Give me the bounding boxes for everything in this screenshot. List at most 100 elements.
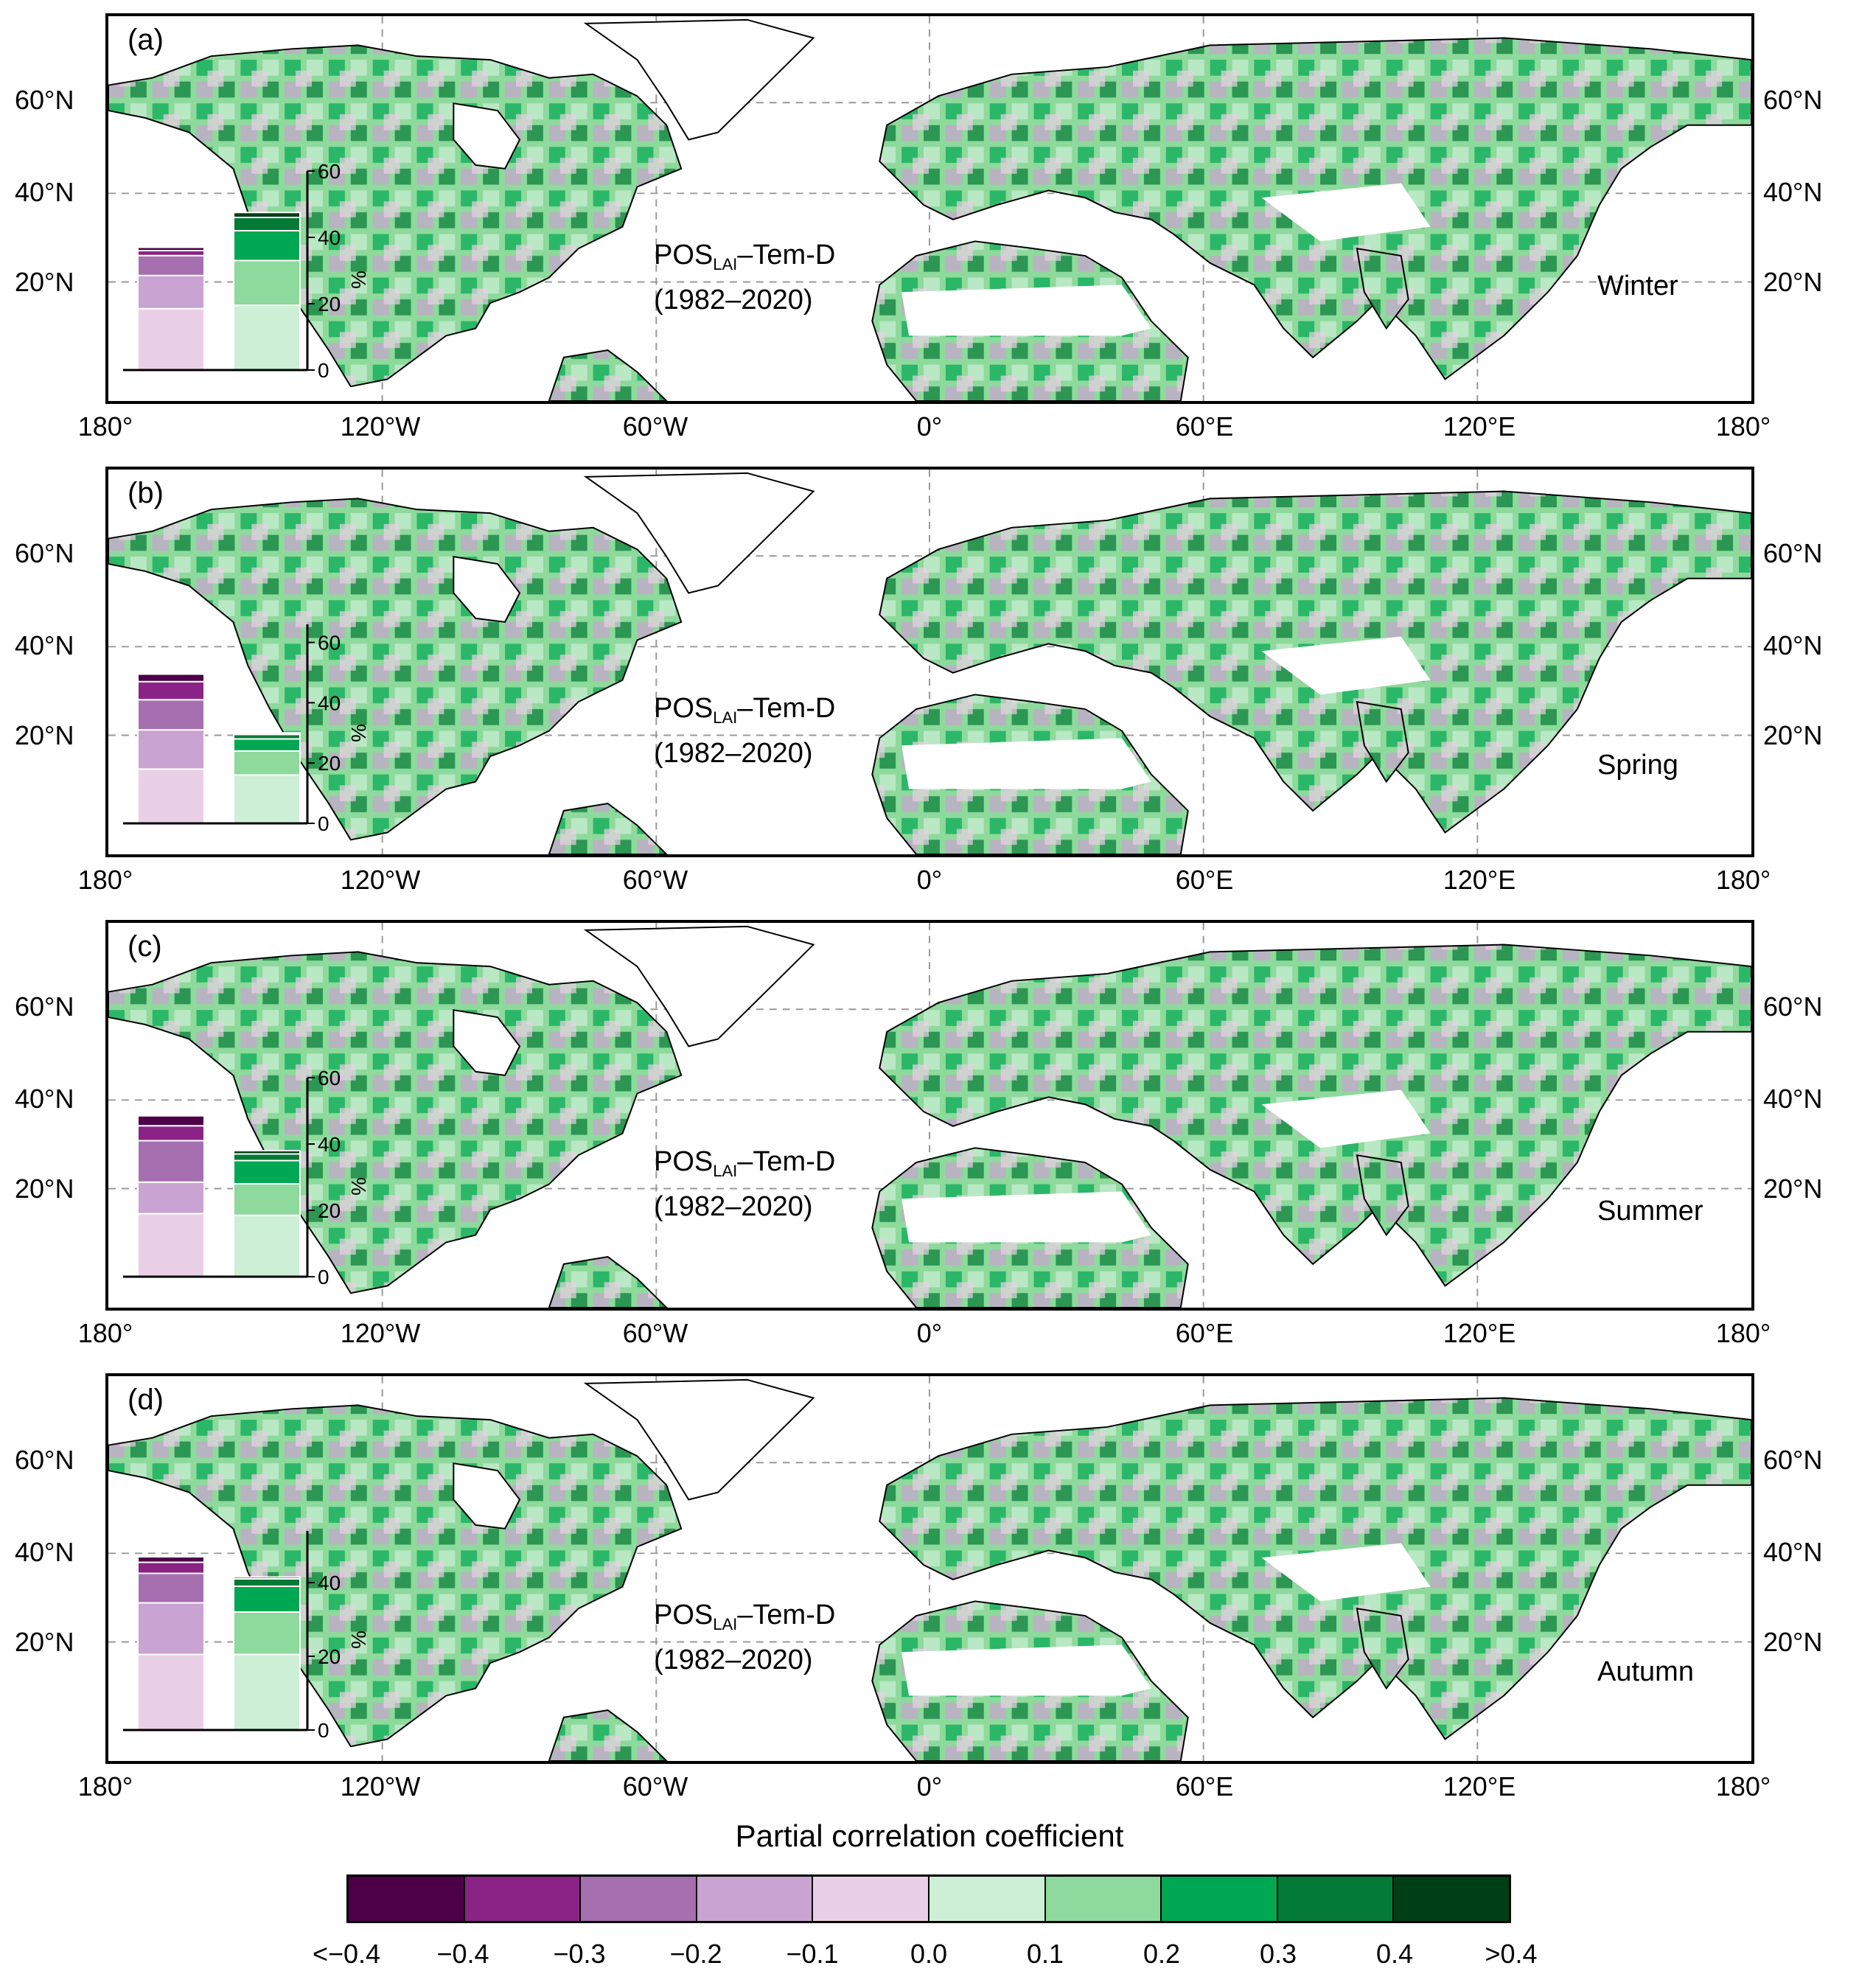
lon-label: 180° xyxy=(77,1318,133,1348)
positive-bar-segment-4 xyxy=(233,212,301,218)
lat-label-left: 40°N xyxy=(15,1084,74,1114)
inset-y-tick-label: 60 xyxy=(318,164,341,183)
positive-bar-segment-1 xyxy=(233,259,301,307)
positive-bar-segment-2 xyxy=(233,230,301,262)
lat-label-right: 60°N xyxy=(1763,991,1823,1022)
colorbar-tick-label: −0.4 xyxy=(436,1939,489,1969)
season-label: Summer xyxy=(1597,1196,1703,1227)
hudson-bay xyxy=(453,556,521,623)
south-america-landmass xyxy=(548,1709,668,1761)
inset-bar-chart: 40 20 0% xyxy=(123,1531,370,1737)
positive-bar-segment-2 xyxy=(233,1586,301,1613)
negative-bar-segment-3 xyxy=(137,1125,205,1142)
positive-bar-segment-3 xyxy=(233,1153,301,1162)
inset-y-tick-label: 0 xyxy=(318,359,329,377)
lat-label-right: 20°N xyxy=(1763,720,1823,750)
negative-bar-segment-3 xyxy=(137,250,205,257)
south-america-landmass xyxy=(548,349,668,401)
colorbar-tick-label: −0.1 xyxy=(786,1939,839,1969)
positive-bar-segment-2 xyxy=(233,1159,301,1185)
correlation-map xyxy=(108,16,1751,401)
negative-bar-segment-3 xyxy=(137,680,205,701)
lat-label-right: 40°N xyxy=(1763,1084,1823,1114)
lon-label: 120°E xyxy=(1443,411,1516,442)
sahara-mask xyxy=(901,1191,1151,1243)
lon-label: 180° xyxy=(77,865,133,895)
season-label: Spring xyxy=(1597,750,1678,781)
lon-label: 0° xyxy=(916,1318,943,1348)
colorbar-cell-9 xyxy=(1394,1877,1509,1921)
greenland xyxy=(583,472,815,594)
lon-label: 120°W xyxy=(340,411,421,442)
map-panel-c: (c) POSLAI–Tem-D (1982–2020) Summer 60 40 20 0% xyxy=(105,920,1754,1311)
lon-label: 120°E xyxy=(1443,865,1516,895)
lon-label: 0° xyxy=(916,1771,943,1802)
south-america-landmass xyxy=(548,803,668,854)
inset-y-label: % xyxy=(347,1630,370,1649)
colorbar-cell-3 xyxy=(697,1877,814,1921)
colorbar-tick-label: −0.3 xyxy=(553,1939,606,1969)
sahara-mask xyxy=(901,285,1151,336)
positive-bar-segment-2 xyxy=(233,738,301,752)
inset-bar-chart: 60 40 20 0% xyxy=(123,624,370,831)
colorbar xyxy=(346,1874,1511,1923)
lat-label-right: 40°N xyxy=(1763,630,1823,660)
correlation-map xyxy=(108,923,1751,1308)
lon-label: 60°E xyxy=(1175,1771,1234,1802)
colorbar-cell-6 xyxy=(1045,1877,1162,1921)
positive-bar-segment-4 xyxy=(233,1150,301,1155)
inset-y-tick-label: 0 xyxy=(318,1266,329,1284)
colorbar-tick-label: 0.3 xyxy=(1259,1939,1297,1969)
negative-bar-segment-1 xyxy=(137,1181,205,1215)
lat-label-right: 20°N xyxy=(1763,1627,1823,1657)
north-america-landmass xyxy=(108,498,683,841)
positive-bar-segment-0 xyxy=(233,1653,301,1731)
lon-label: 180° xyxy=(1715,1318,1771,1348)
map-panel-d: (d) POSLAI–Tem-D (1982–2020) Autumn 40 20 0% xyxy=(105,1373,1754,1764)
inset-y-tick-label: 40 xyxy=(318,1133,341,1156)
inset-y-tick-label: 40 xyxy=(318,226,341,249)
india-landmass xyxy=(1356,1154,1409,1237)
lat-label-left: 60°N xyxy=(15,538,74,568)
inset-bar-chart: 60 40 20 0% xyxy=(123,1070,370,1284)
lon-label: 60°W xyxy=(622,1318,688,1348)
lon-label: 60°W xyxy=(622,411,688,442)
colorbar-tick-label: 0.2 xyxy=(1143,1939,1181,1969)
positive-bar-segment-1 xyxy=(233,750,301,776)
colorbar-tick-label: <−0.4 xyxy=(312,1939,381,1969)
lat-label-right: 40°N xyxy=(1763,177,1823,207)
india-landmass xyxy=(1356,1607,1409,1690)
lon-label: 180° xyxy=(1715,1771,1771,1802)
negative-bar-segment-0 xyxy=(137,768,205,824)
tibet-mask xyxy=(1261,1089,1431,1148)
negative-bar-segment-2 xyxy=(137,254,205,276)
colorbar-cell-8 xyxy=(1277,1877,1395,1921)
negative-bar-segment-2 xyxy=(137,699,205,731)
negative-bar-segment-4 xyxy=(137,673,205,683)
lon-label: 60°E xyxy=(1175,411,1234,442)
inset-y-tick-label: 20 xyxy=(318,1645,341,1668)
lat-label-right: 60°N xyxy=(1763,85,1823,115)
correlation-map xyxy=(108,1376,1751,1761)
lat-label-left: 40°N xyxy=(15,630,74,660)
lon-label: 120°W xyxy=(340,1318,421,1348)
colorbar-cell-5 xyxy=(929,1877,1046,1921)
lon-label: 180° xyxy=(1715,865,1771,895)
lon-label: 0° xyxy=(916,411,943,442)
negative-bar-segment-3 xyxy=(137,1561,205,1574)
lat-label-left: 20°N xyxy=(15,267,74,297)
lat-label-left: 60°N xyxy=(15,991,74,1022)
lat-label-left: 60°N xyxy=(15,85,74,115)
colorbar-cell-0 xyxy=(349,1877,465,1921)
map-title: POSLAI–Tem-D (1982–2020) xyxy=(654,240,836,315)
sahara-mask xyxy=(901,738,1151,789)
inset-y-label: % xyxy=(347,271,370,289)
negative-bar-segment-4 xyxy=(137,1556,205,1563)
lat-label-left: 20°N xyxy=(15,1627,74,1657)
lon-label: 60°W xyxy=(622,865,688,895)
tibet-mask xyxy=(1261,1543,1431,1602)
correlation-map xyxy=(108,470,1751,854)
negative-bar-segment-0 xyxy=(137,1213,205,1277)
lon-label: 120°E xyxy=(1443,1771,1516,1802)
lat-label-left: 20°N xyxy=(15,720,74,750)
